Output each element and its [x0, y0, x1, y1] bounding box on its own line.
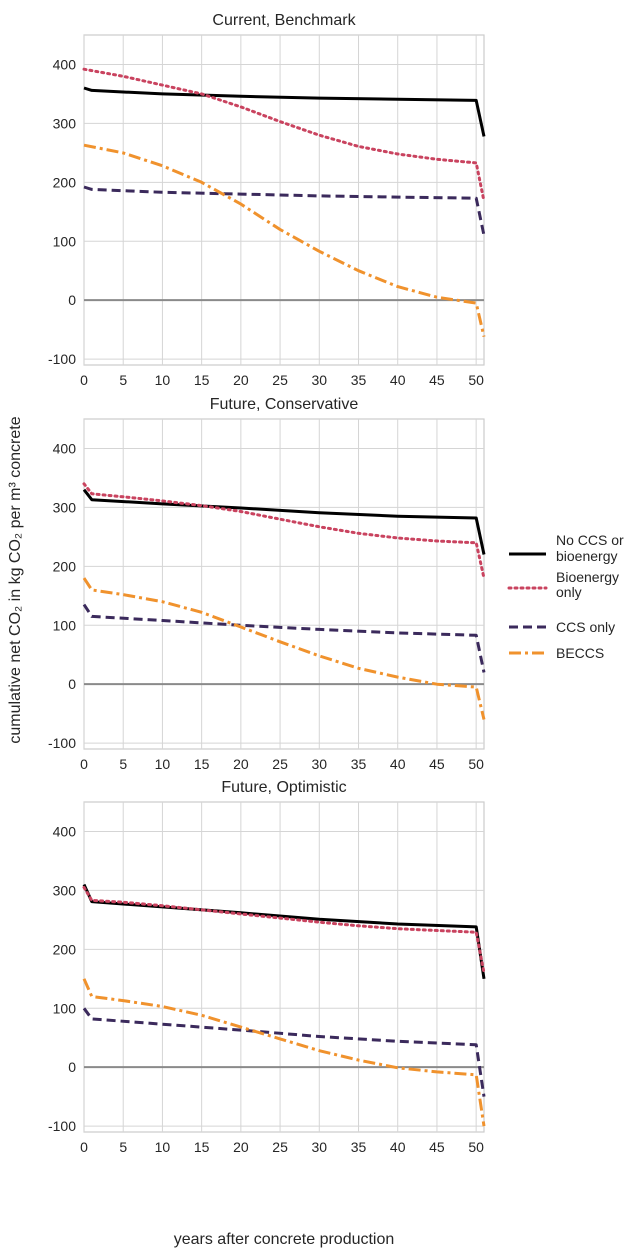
plot-area [83, 418, 485, 750]
series-line-no_ccs [83, 86, 486, 137]
x-axis-label: years after concrete production [174, 1231, 395, 1248]
x-tick-label: 40 [390, 1139, 406, 1155]
legend-label: BECCS [556, 645, 604, 661]
y-tick-label: -100 [48, 735, 76, 751]
series-line-ccs [83, 185, 486, 236]
legend-label: Bioenergy [556, 569, 619, 585]
x-tick-label: 5 [119, 372, 127, 388]
chart-title: Future, Conservative [210, 396, 359, 413]
x-tick-label: 45 [429, 756, 445, 772]
y-tick-label: 200 [53, 174, 77, 190]
legend-item-beccs: BECCS [509, 645, 604, 661]
series-line-ccs [82, 1007, 486, 1097]
y-tick-label: 0 [68, 1059, 76, 1075]
x-tick-label: 20 [233, 1139, 249, 1155]
x-tick-label: 25 [272, 372, 288, 388]
x-tick-label: 5 [119, 756, 127, 772]
panel-3: Future, Optimistic 0 5 10 15 20 25 30 35 40 45 50 -1… [48, 779, 486, 1155]
series-line-bioenergy [82, 482, 486, 580]
chart-title: Current, Benchmark [212, 12, 356, 29]
x-tick-label: 15 [194, 372, 210, 388]
y-tick-label: 200 [53, 558, 77, 574]
x-tick-label: 35 [351, 372, 367, 388]
x-tick-label: 50 [468, 1139, 484, 1155]
x-tick-label: 15 [194, 1139, 210, 1155]
y-tick-label: 400 [53, 823, 77, 839]
x-tick-label: 20 [233, 372, 249, 388]
x-tick-label: 30 [312, 372, 328, 388]
x-tick-label: 25 [272, 1139, 288, 1155]
legend-item-ccs: CCS only [509, 619, 615, 635]
legend-label: only [556, 584, 582, 600]
x-tick-label: 45 [429, 1139, 445, 1155]
y-tick-label: -100 [48, 1118, 76, 1134]
legend-label: No CCS or [556, 532, 624, 548]
x-tick-label: 15 [194, 756, 210, 772]
chart-title: Future, Optimistic [221, 779, 346, 796]
y-axis-label: cumulative net CO₂ in kg CO₂ per m³ conc… [7, 416, 24, 743]
y-tick-label: 0 [68, 676, 76, 692]
y-tick-label: 100 [53, 233, 77, 249]
series-line-ccs [82, 603, 486, 673]
x-tick-label: 25 [272, 756, 288, 772]
y-tick-label: 400 [53, 440, 77, 456]
y-tick-label: 200 [53, 941, 77, 957]
x-tick-label: 10 [155, 372, 171, 388]
x-tick-label: 30 [312, 756, 328, 772]
series-line-beccs [82, 978, 486, 1127]
series-line-beccs [82, 577, 486, 720]
y-tick-label: 300 [53, 882, 77, 898]
x-tick-label: 0 [80, 372, 88, 388]
plot-area [83, 801, 485, 1133]
series-line-no_ccs [82, 883, 486, 980]
series-line-no_ccs [82, 488, 486, 555]
x-tick-label: 45 [429, 372, 445, 388]
plot-area [83, 34, 485, 366]
x-tick-label: 0 [80, 1139, 88, 1155]
panel-1: Current, Benchmark 0 5 10 15 20 25 30 35 40 45 50 -1… [48, 12, 486, 388]
x-tick-label: 35 [351, 1139, 367, 1155]
legend-label: CCS only [556, 619, 615, 635]
legend-label: bioenergy [556, 548, 618, 564]
y-tick-label: -100 [48, 351, 76, 367]
y-tick-label: 400 [53, 56, 77, 72]
x-tick-label: 50 [468, 756, 484, 772]
x-tick-label: 10 [155, 1139, 171, 1155]
x-tick-label: 50 [468, 372, 484, 388]
y-tick-label: 300 [53, 115, 77, 131]
y-tick-label: 0 [68, 292, 76, 308]
series-line-beccs [83, 143, 486, 338]
y-tick-label: 300 [53, 499, 77, 515]
x-tick-label: 10 [155, 756, 171, 772]
x-tick-label: 5 [119, 1139, 127, 1155]
x-tick-label: 0 [80, 756, 88, 772]
x-tick-label: 40 [390, 756, 406, 772]
x-tick-label: 40 [390, 372, 406, 388]
y-tick-label: 100 [53, 617, 77, 633]
x-tick-label: 30 [312, 1139, 328, 1155]
series-line-bioenergy [82, 885, 486, 975]
x-tick-label: 20 [233, 756, 249, 772]
panel-2: Future, Conservative 0 5 10 15 20 25 30 35 40 45 50… [48, 396, 486, 772]
y-tick-label: 100 [53, 1000, 77, 1016]
series-line-bioenergy [82, 67, 486, 203]
x-tick-label: 35 [351, 756, 367, 772]
